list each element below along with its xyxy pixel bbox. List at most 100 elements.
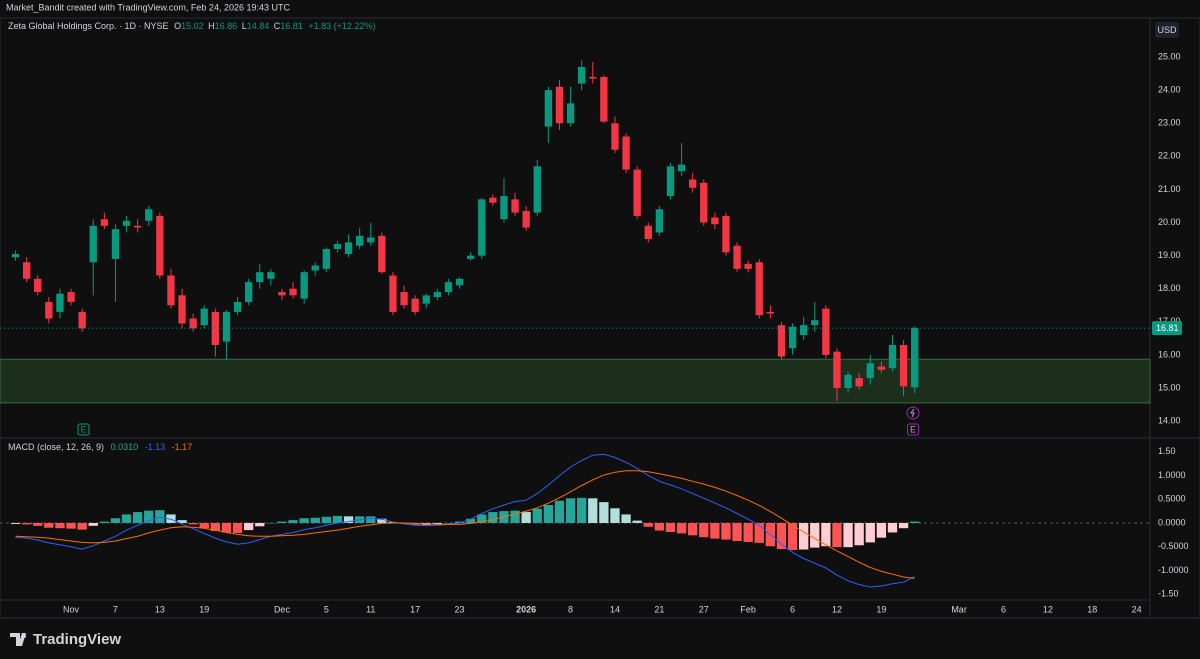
histogram-bar (332, 515, 343, 523)
histogram-bar (210, 522, 221, 532)
earnings-label[interactable]: E (910, 424, 916, 434)
x-tick-label: 11 (366, 604, 375, 614)
candle-body (400, 292, 408, 306)
price-change: +1.83 (+12.22%) (308, 21, 375, 31)
histogram-bar (110, 518, 121, 523)
y-tick-label: 1.50 (1158, 446, 1176, 456)
histogram-bar (221, 522, 232, 533)
candle-body (133, 225, 142, 228)
candle-body (200, 308, 208, 326)
currency-badge[interactable] (1155, 22, 1179, 38)
earnings-label[interactable]: E (80, 424, 86, 434)
x-tick-label: 19 (199, 604, 209, 614)
histogram-bar (821, 522, 831, 547)
histogram-bar (654, 522, 665, 531)
histogram-bar (299, 518, 309, 523)
candle-body (566, 103, 575, 124)
histogram-bar (66, 522, 76, 529)
candle-body (22, 262, 31, 279)
candle-body (100, 219, 109, 226)
currency[interactable]: USD (1157, 25, 1177, 35)
candle-body (822, 308, 830, 355)
candle-body (577, 66, 586, 84)
candle-body (156, 215, 164, 276)
candle-body (600, 76, 608, 122)
histogram-bar (543, 504, 554, 523)
histogram-bar (388, 522, 398, 523)
x-tick-label: 12 (1043, 604, 1053, 614)
histogram-bar (621, 514, 631, 523)
y-tick-label: -0.5000 (1158, 541, 1189, 551)
histogram-bar (876, 522, 887, 538)
histogram-bar (554, 500, 565, 523)
histogram-bar (155, 510, 165, 523)
histogram-bar (887, 522, 898, 533)
histogram-bar (721, 522, 731, 540)
candle-body (877, 366, 886, 370)
histogram-bar (910, 521, 920, 523)
candle-body (56, 293, 64, 312)
y-tick-label: 24.00 (1158, 85, 1181, 95)
histogram-bar (710, 522, 720, 539)
candle-body (322, 249, 331, 269)
histogram-bar (776, 522, 787, 550)
candle-body (666, 166, 675, 197)
x-tick-label: 18 (1087, 604, 1097, 614)
y-tick-label: 0.0000 (1158, 517, 1186, 527)
y-tick-label: 23.00 (1158, 118, 1181, 128)
x-tick-label: 14 (610, 604, 620, 614)
histogram-bar (288, 520, 298, 523)
candle-body (833, 351, 841, 389)
candle-body (122, 220, 131, 226)
candle-body (433, 292, 442, 298)
histogram-bar (432, 522, 443, 524)
candle-body (544, 90, 553, 127)
candle-body (189, 318, 197, 329)
ohlc-letter: H (208, 21, 215, 31)
x-tick-label: 23 (455, 604, 465, 614)
histogram-bar (255, 522, 265, 527)
ohlc-value: 14.84 (247, 21, 270, 31)
histogram-bar (565, 498, 576, 523)
ohlc-value: 16.86 (215, 21, 238, 31)
symbol-title: Zeta Global Holdings Corp. · 1D · NYSE (8, 21, 169, 31)
earnings-icon[interactable] (907, 423, 919, 436)
candle-body (444, 282, 453, 293)
candle-body (888, 344, 897, 369)
ohlc-value: 15.02 (181, 21, 204, 31)
histogram-bar (898, 522, 909, 529)
ohlc-value: 16.81 (280, 21, 303, 31)
x-tick-label: Feb (740, 604, 756, 614)
histogram-bar (787, 522, 798, 550)
candle-body (478, 199, 486, 256)
candle-body (11, 253, 20, 258)
histogram-bar (843, 522, 853, 548)
earnings-icon[interactable] (77, 423, 90, 436)
histogram-bar (810, 522, 820, 548)
candle-body (689, 179, 697, 188)
y-tick-label: 18.00 (1158, 283, 1181, 293)
histogram-bar (599, 502, 609, 523)
candle-body (500, 196, 508, 220)
macd-line (15, 453, 915, 588)
macd-title: MACD (close, 12, 26, 9) (8, 442, 104, 452)
histogram-bar (865, 522, 875, 543)
x-tick-label: 27 (699, 604, 709, 614)
histogram-bar (310, 517, 320, 523)
candle-body (67, 292, 75, 302)
histogram-bar (88, 522, 98, 526)
histogram-bar (177, 520, 187, 523)
candle-body (78, 311, 86, 329)
y-tick-label: 14.00 (1158, 415, 1181, 425)
candle-body (211, 311, 220, 345)
caption: Market_Bandit created with TradingView.c… (6, 2, 290, 12)
candle-body (711, 217, 719, 225)
candle-body (911, 328, 919, 388)
dividend-bolt (910, 408, 915, 418)
candle-body (844, 374, 852, 389)
support-zone (0, 358, 1151, 404)
x-tick-label: 7 (113, 604, 118, 614)
candle-body (111, 229, 120, 259)
dividend-icon[interactable] (906, 406, 920, 420)
candle-body (389, 275, 397, 312)
